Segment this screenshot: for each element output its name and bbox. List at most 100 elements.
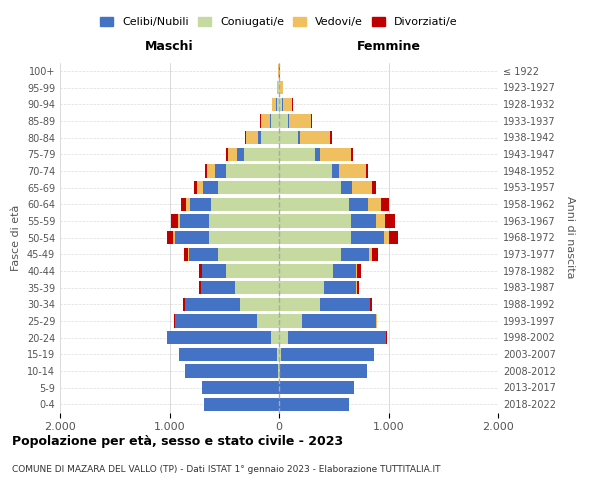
Bar: [365, 164, 368, 177]
Bar: [385, 214, 395, 228]
Bar: [351, 214, 376, 228]
Bar: [332, 264, 356, 278]
Bar: [279, 181, 341, 194]
Bar: [199, 281, 201, 294]
Bar: [261, 114, 269, 128]
Bar: [226, 264, 279, 278]
Bar: [184, 248, 188, 261]
Bar: [320, 148, 351, 161]
Bar: [183, 298, 185, 311]
Bar: [235, 281, 279, 294]
Bar: [289, 114, 311, 128]
Bar: [279, 348, 281, 361]
Bar: [205, 164, 207, 177]
Bar: [218, 181, 279, 194]
Bar: [271, 331, 279, 344]
Bar: [277, 81, 278, 94]
Bar: [271, 114, 279, 128]
Bar: [197, 181, 203, 194]
Bar: [190, 198, 211, 211]
Bar: [244, 148, 279, 161]
Bar: [207, 164, 215, 177]
Bar: [272, 98, 276, 111]
Bar: [188, 248, 189, 261]
Bar: [279, 331, 288, 344]
Bar: [351, 231, 384, 244]
Bar: [331, 131, 332, 144]
Bar: [167, 231, 173, 244]
Bar: [239, 298, 279, 311]
Bar: [245, 131, 246, 144]
Bar: [288, 114, 289, 128]
Bar: [369, 248, 371, 261]
Bar: [209, 231, 279, 244]
Bar: [288, 331, 386, 344]
Bar: [246, 131, 258, 144]
Bar: [357, 264, 361, 278]
Bar: [215, 164, 226, 177]
Bar: [332, 164, 339, 177]
Bar: [368, 198, 381, 211]
Bar: [279, 164, 332, 177]
Bar: [203, 181, 218, 194]
Bar: [279, 314, 302, 328]
Bar: [226, 164, 279, 177]
Bar: [202, 381, 279, 394]
Bar: [302, 314, 376, 328]
Bar: [167, 331, 271, 344]
Bar: [279, 398, 349, 411]
Bar: [175, 231, 209, 244]
Legend: Celibi/Nubili, Coniugati/e, Vedovi/e, Divorziati/e: Celibi/Nubili, Coniugati/e, Vedovi/e, Di…: [96, 12, 462, 32]
Bar: [341, 248, 369, 261]
Bar: [279, 148, 315, 161]
Bar: [371, 248, 377, 261]
Bar: [185, 298, 239, 311]
Bar: [171, 214, 178, 228]
Bar: [175, 314, 257, 328]
Bar: [320, 298, 370, 311]
Bar: [269, 114, 271, 128]
Bar: [189, 248, 218, 261]
Bar: [179, 348, 277, 361]
Bar: [202, 264, 226, 278]
Bar: [279, 114, 288, 128]
Bar: [199, 264, 202, 278]
Bar: [351, 148, 353, 161]
Bar: [281, 348, 374, 361]
Bar: [352, 181, 372, 194]
Bar: [279, 264, 332, 278]
Bar: [356, 281, 359, 294]
Text: COMUNE DI MAZARA DEL VALLO (TP) - Dati ISTAT 1° gennaio 2023 - Elaborazione TUTT: COMUNE DI MAZARA DEL VALLO (TP) - Dati I…: [12, 465, 440, 474]
Bar: [279, 298, 320, 311]
Bar: [349, 198, 368, 211]
Bar: [194, 181, 197, 194]
Bar: [300, 131, 331, 144]
Bar: [205, 398, 279, 411]
Bar: [376, 214, 385, 228]
Text: Popolazione per età, sesso e stato civile - 2023: Popolazione per età, sesso e stato civil…: [12, 435, 343, 448]
Bar: [280, 381, 354, 394]
Bar: [209, 214, 279, 228]
Bar: [277, 98, 279, 111]
Bar: [211, 198, 279, 211]
Bar: [280, 81, 283, 94]
Bar: [341, 181, 352, 194]
Bar: [201, 281, 235, 294]
Bar: [370, 298, 372, 311]
Y-axis label: Fasce di età: Fasce di età: [11, 204, 21, 270]
Bar: [226, 148, 227, 161]
Bar: [277, 348, 279, 361]
Bar: [279, 131, 298, 144]
Bar: [173, 231, 175, 244]
Bar: [315, 148, 320, 161]
Bar: [276, 98, 277, 111]
Bar: [279, 281, 324, 294]
Bar: [279, 231, 351, 244]
Bar: [257, 314, 279, 328]
Bar: [238, 148, 244, 161]
Y-axis label: Anni di nascita: Anni di nascita: [565, 196, 575, 278]
Bar: [279, 98, 282, 111]
Bar: [185, 364, 278, 378]
Bar: [280, 364, 367, 378]
Bar: [279, 198, 349, 211]
